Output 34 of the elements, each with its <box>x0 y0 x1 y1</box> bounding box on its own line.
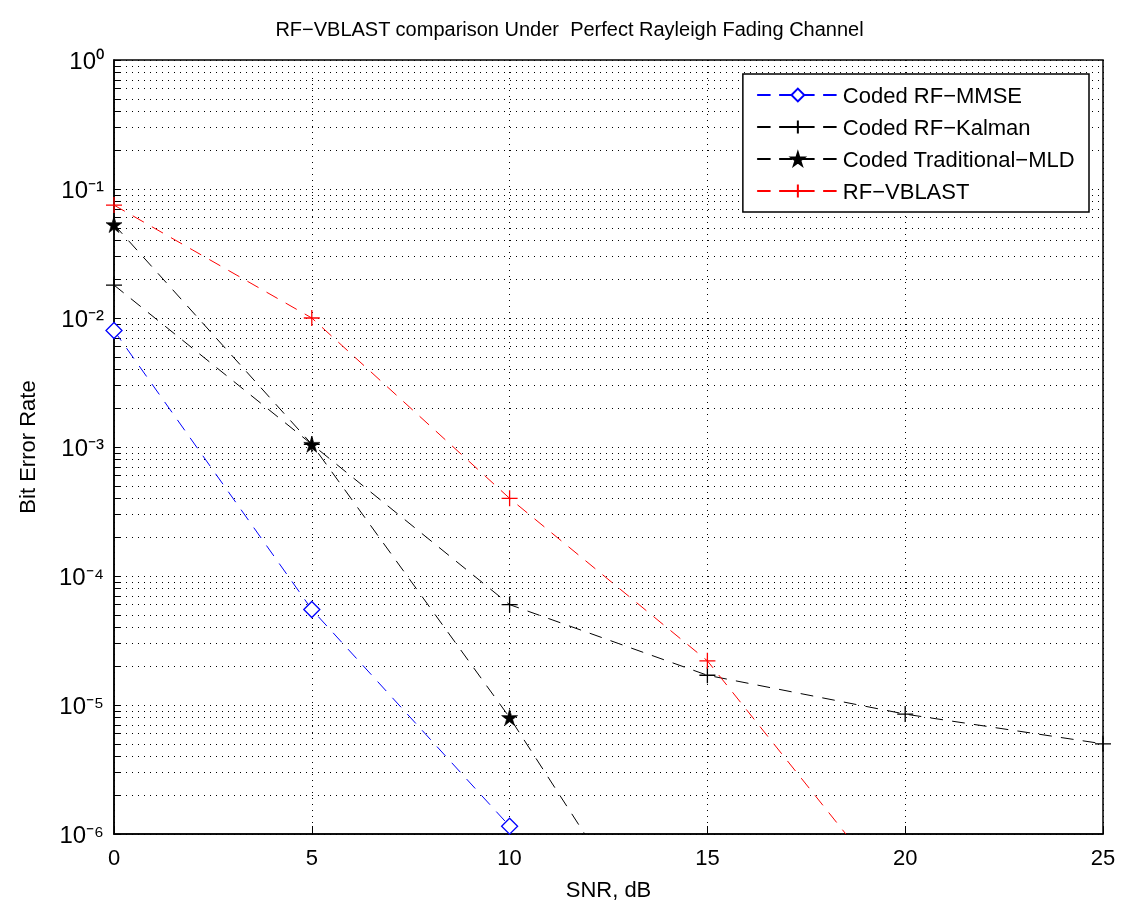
point <box>896 705 914 723</box>
legend-label: RF−VBLAST <box>842 178 970 204</box>
point <box>1094 735 1112 753</box>
point <box>105 321 123 340</box>
point <box>501 709 518 726</box>
x-tick-label: 15 <box>695 844 720 870</box>
legend-label: Coded RF−Kalman <box>842 114 1031 140</box>
legend-label: Coded Traditional−MLD <box>842 146 1075 172</box>
chart-title: RF−VBLAST comparison Under Perfect Rayleigh Fading Channel <box>275 18 864 40</box>
point <box>105 216 123 233</box>
point <box>303 309 321 327</box>
x-tick-label: 0 <box>107 844 121 870</box>
x-tick-label: 25 <box>1090 844 1116 870</box>
y-axis-title: Bit Error Rate <box>14 380 40 514</box>
x-axis-title: SNR, dB <box>565 876 652 902</box>
point <box>698 652 717 670</box>
point <box>105 196 123 214</box>
legend-label: Coded RF−MMSE <box>842 82 1022 108</box>
point <box>500 489 519 507</box>
y-tick-label: 10⁻² <box>61 304 105 332</box>
x-tick-label: 10 <box>497 844 522 870</box>
point <box>698 666 717 684</box>
point <box>105 276 123 294</box>
x-tick-label: 5 <box>305 844 318 870</box>
x-tick-label: 20 <box>892 844 918 870</box>
point <box>500 595 519 614</box>
point <box>303 600 321 619</box>
y-tick-label: 10⁻⁶ <box>59 820 104 848</box>
point <box>500 817 519 835</box>
y-tick-label: 10⁻³ <box>61 433 105 461</box>
y-tick-label: 10⁰ <box>69 46 104 74</box>
y-tick-label: 10⁻⁵ <box>59 691 104 719</box>
y-tick-label: 10⁻⁴ <box>58 562 104 590</box>
y-tick-label: 10⁻¹ <box>61 175 105 203</box>
